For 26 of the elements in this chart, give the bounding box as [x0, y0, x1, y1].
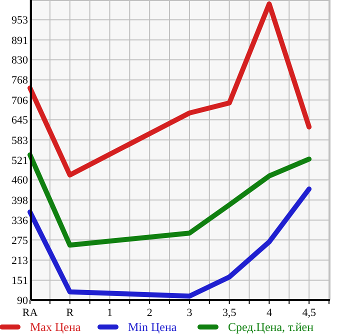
- y-tick-label: 275: [12, 234, 28, 247]
- y-tick-label: 891: [12, 34, 28, 47]
- x-tick-label: R: [66, 307, 74, 319]
- x-tick-label: 4,5: [302, 307, 316, 319]
- y-tick-label: 521: [12, 154, 28, 167]
- y-tick-label: 706: [12, 94, 28, 107]
- x-tick-label: 4: [266, 307, 272, 319]
- legend-label: Max Цена: [30, 320, 82, 334]
- x-tick-label: 2: [146, 307, 152, 319]
- x-tick-label: 3,5: [222, 307, 237, 319]
- y-tick-label: 336: [12, 214, 28, 227]
- legend-label: Min Цена: [128, 320, 178, 334]
- y-tick-label: 953: [12, 14, 28, 27]
- y-tick-label: 583: [12, 134, 28, 147]
- x-tick-label: 3: [186, 307, 193, 319]
- y-tick-label: 398: [12, 194, 28, 207]
- y-tick-label: 460: [12, 174, 28, 187]
- y-tick-label: 830: [12, 54, 28, 67]
- y-tick-label: 151: [12, 275, 28, 288]
- x-tick-label: RA: [22, 307, 38, 319]
- legend-label: Сред.Цена, т.йен: [228, 320, 314, 334]
- y-tick-label: 213: [12, 254, 28, 267]
- y-tick-label: 90: [17, 294, 28, 307]
- y-tick-label: 768: [12, 74, 28, 87]
- y-tick-label: 645: [12, 114, 28, 127]
- x-tick-label: 1: [106, 307, 112, 319]
